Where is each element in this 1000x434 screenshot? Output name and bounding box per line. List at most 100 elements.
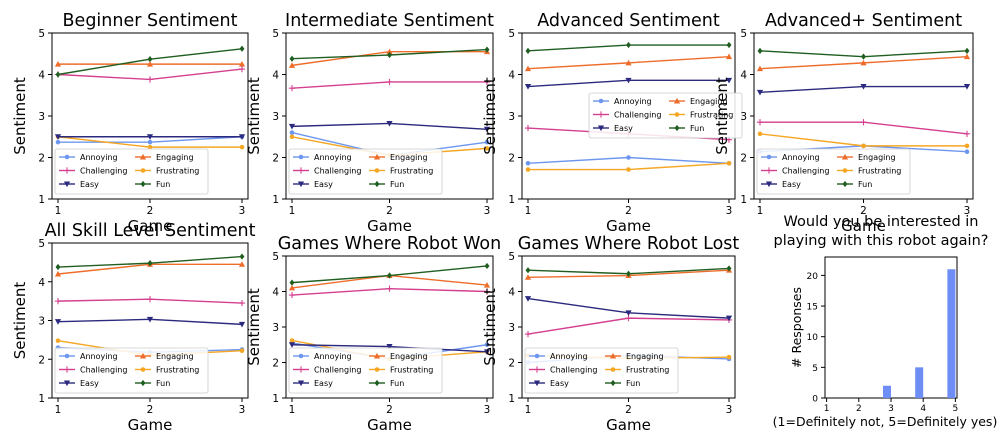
data-point (386, 344, 393, 350)
data-point (239, 348, 245, 354)
data-point (860, 59, 867, 66)
data-point (288, 291, 296, 299)
legend-label: Frustrating (156, 167, 199, 176)
x-tick-label: 3 (484, 205, 491, 217)
data-point (964, 143, 970, 149)
chart-1: Beginner Sentiment 1 2 3 4 5 1 2 3 Game Sentiment A… (11, 11, 249, 235)
y-tick-label: 2 (740, 153, 747, 165)
legend-label: Fun (156, 180, 170, 189)
data-point (288, 284, 296, 291)
y-tick-label: 2 (508, 358, 515, 370)
bar (947, 269, 956, 398)
legend-label: Annoying (80, 352, 118, 361)
y-axis-label: # Responses (789, 287, 804, 368)
data-point (239, 45, 245, 52)
data-point (725, 53, 733, 60)
legend-marker (297, 181, 305, 188)
legend-marker (140, 379, 146, 387)
legend-label: Easy (782, 180, 801, 189)
y-axis-label: Sentiment (713, 77, 731, 155)
y-tick-label: 4 (272, 70, 279, 82)
legend-marker (140, 168, 146, 173)
chart-2: Intermediate Sentiment 1 2 3 4 5 1 2 3 Game Sentim… (245, 11, 494, 235)
data-point (626, 41, 631, 49)
x-tick-label: 3 (726, 205, 733, 217)
legend-marker (534, 353, 540, 359)
legend-marker (64, 154, 70, 160)
data-point (524, 331, 532, 338)
y-tick-label: 1 (740, 194, 747, 206)
legend-label: Easy (614, 124, 633, 133)
data-point (289, 279, 295, 286)
x-tick-label: 2 (625, 404, 632, 416)
data-point (238, 261, 246, 267)
y-tick-label: 2 (508, 153, 515, 165)
y-axis-label: Sentiment (245, 288, 263, 366)
legend: Annoying Engaging Challenging Frustrating Ea… (288, 347, 443, 394)
data-point (524, 274, 532, 280)
y-tick-label: 1 (508, 393, 515, 405)
data-point (483, 282, 491, 288)
legend-marker (63, 167, 71, 174)
y-tick-label: 1 (38, 393, 45, 405)
data-point (756, 65, 764, 72)
data-point (725, 315, 733, 322)
data-point (726, 354, 732, 360)
legend-label: Frustrating (626, 366, 669, 375)
data-point (861, 53, 866, 60)
y-tick-label: 4 (38, 70, 45, 82)
legend-marker (598, 98, 604, 104)
x-tick-label: 2 (860, 205, 867, 217)
chart-5: All Skill Level Sentiment 1 2 3 4 5 1 2 3 Game Sen… (11, 221, 256, 434)
legend-marker (533, 380, 541, 387)
y-tick-label: 2 (272, 153, 279, 165)
data-point (288, 62, 296, 68)
data-point (524, 296, 532, 302)
data-point (54, 319, 62, 325)
legend-label: Engaging (390, 352, 428, 361)
data-point (54, 270, 62, 277)
x-tick-label: 5 (953, 404, 959, 414)
legend-label: Fun (626, 379, 640, 388)
chart-title: Would you be interested in (784, 214, 979, 230)
x-tick-label: 4 (920, 404, 926, 414)
y-tick-label: 5 (508, 251, 515, 263)
legend-marker (373, 352, 381, 359)
legend-marker (64, 353, 70, 359)
legend-label: Fun (690, 124, 704, 133)
y-axis-label: Sentiment (481, 77, 499, 155)
legend-marker (297, 380, 305, 387)
y-tick-label: 5 (38, 28, 45, 40)
data-point (147, 56, 153, 63)
x-tick-label: 3 (888, 404, 894, 414)
legend: Annoying Engaging Challenging Frustrating Ea… (756, 148, 911, 195)
legend-label: Challenging (550, 366, 597, 375)
legend-marker (609, 352, 617, 359)
legend-label: Frustrating (858, 167, 901, 176)
data-point (484, 46, 490, 53)
chart-title: Games Where Robot Won (278, 234, 501, 254)
x-tick-label: 1 (525, 404, 532, 416)
x-tick-label: 1 (757, 205, 764, 217)
data-point (146, 296, 154, 303)
data-point (55, 71, 61, 78)
data-point (626, 270, 631, 277)
legend-label: Fun (390, 180, 404, 189)
data-point (625, 77, 632, 84)
y-tick-label: 2 (38, 354, 45, 366)
y-tick-label: 1 (272, 194, 279, 206)
legend: Annoying Engaging Challenging Frustrating Ea… (288, 148, 443, 195)
chart-title: All Skill Level Sentiment (45, 221, 256, 241)
data-point (288, 342, 296, 348)
chart-title: Games Where Robot Lost (518, 234, 740, 254)
legend-label: Annoying (314, 352, 352, 361)
legend-frame (756, 148, 911, 195)
legend-label: Challenging (314, 167, 361, 176)
x-axis-label: Game (606, 416, 651, 434)
legend-marker (139, 352, 147, 359)
data-point (483, 288, 491, 295)
y-tick-label: 4 (38, 277, 45, 289)
bar (883, 385, 891, 398)
y-tick-label: 4 (272, 287, 279, 299)
legend-label: Easy (80, 180, 99, 189)
